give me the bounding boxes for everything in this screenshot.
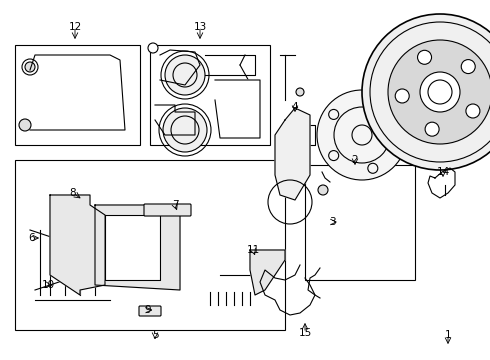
Circle shape bbox=[461, 59, 475, 73]
Text: 10: 10 bbox=[42, 280, 54, 290]
Text: 11: 11 bbox=[246, 245, 260, 255]
Bar bbox=[150, 45, 270, 145]
Text: 3: 3 bbox=[329, 217, 335, 227]
Circle shape bbox=[19, 119, 31, 131]
Circle shape bbox=[25, 62, 35, 72]
Polygon shape bbox=[95, 205, 180, 290]
Circle shape bbox=[296, 88, 304, 96]
Circle shape bbox=[420, 72, 460, 112]
Text: 5: 5 bbox=[152, 330, 158, 340]
Circle shape bbox=[163, 108, 207, 152]
Text: 15: 15 bbox=[298, 328, 312, 338]
Polygon shape bbox=[50, 195, 105, 295]
Polygon shape bbox=[105, 215, 160, 280]
Polygon shape bbox=[275, 108, 310, 200]
Bar bbox=[305, 165, 415, 280]
Circle shape bbox=[466, 104, 480, 118]
Text: 1: 1 bbox=[445, 330, 451, 340]
Polygon shape bbox=[215, 80, 260, 138]
Polygon shape bbox=[250, 250, 285, 295]
Circle shape bbox=[148, 43, 158, 53]
Text: 4: 4 bbox=[292, 102, 298, 112]
Circle shape bbox=[388, 40, 490, 144]
Text: 6: 6 bbox=[29, 233, 35, 243]
Text: 2: 2 bbox=[352, 155, 358, 165]
Circle shape bbox=[165, 55, 205, 95]
Text: 8: 8 bbox=[70, 188, 76, 198]
Text: 14: 14 bbox=[437, 167, 450, 177]
FancyBboxPatch shape bbox=[139, 306, 161, 316]
Circle shape bbox=[317, 90, 407, 180]
Circle shape bbox=[425, 122, 439, 136]
Polygon shape bbox=[30, 55, 125, 130]
Text: 13: 13 bbox=[194, 22, 207, 32]
Bar bbox=[15, 45, 140, 145]
Text: 12: 12 bbox=[69, 22, 82, 32]
Text: 9: 9 bbox=[145, 305, 151, 315]
Circle shape bbox=[318, 185, 328, 195]
Circle shape bbox=[417, 50, 432, 64]
Circle shape bbox=[362, 14, 490, 170]
Bar bbox=[15, 160, 285, 330]
FancyBboxPatch shape bbox=[144, 204, 191, 216]
Text: 7: 7 bbox=[172, 200, 178, 210]
Circle shape bbox=[395, 89, 409, 103]
